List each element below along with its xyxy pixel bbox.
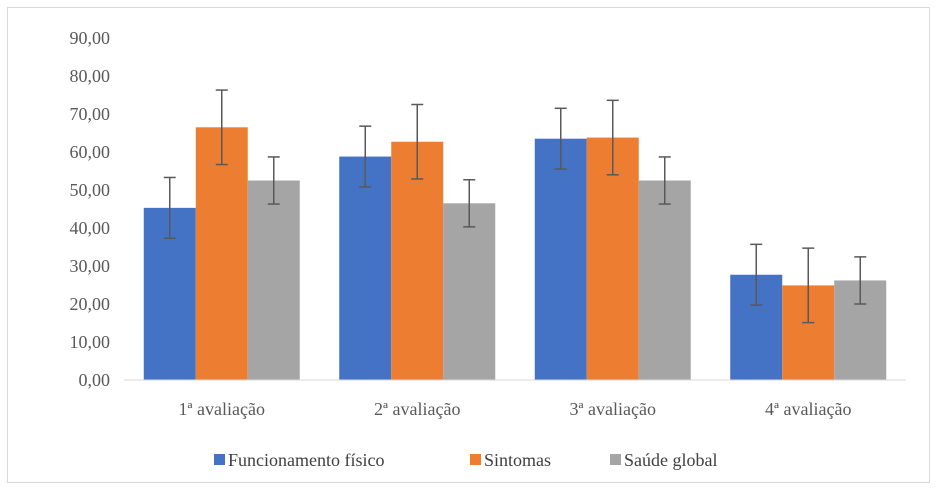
y-tick-label: 10,00: [70, 332, 111, 352]
legend-label: Funcionamento físico: [228, 450, 384, 470]
y-tick-label: 80,00: [70, 66, 111, 86]
legend-swatch: [470, 454, 481, 465]
legend-label: Saúde global: [624, 450, 717, 470]
bar: [534, 138, 587, 380]
y-tick-label: 70,00: [70, 104, 111, 124]
bar: [391, 141, 444, 380]
bar: [339, 156, 392, 380]
x-tick-label: 3ª avaliação: [570, 399, 656, 419]
bars: [143, 127, 887, 380]
y-tick-label: 20,00: [70, 294, 111, 314]
y-tick-label: 60,00: [70, 142, 111, 162]
y-tick-label: 30,00: [70, 256, 111, 276]
bar: [443, 203, 496, 380]
legend-swatch: [214, 454, 225, 465]
y-tick-label: 0,00: [79, 370, 111, 390]
x-axis-ticks: 1ª avaliação 2ª avaliação 3ª avaliação 4ª a…: [179, 399, 852, 419]
legend-label: Sintomas: [484, 450, 551, 470]
bar: [638, 180, 691, 380]
y-axis-ticks: 0,00 10,00 20,00 30,00 40,00 50,00 60,00 70,00 8…: [70, 28, 111, 390]
legend: Funcionamento físico Sintomas Saúde global: [214, 450, 717, 470]
x-tick-label: 1ª avaliação: [179, 399, 265, 419]
y-tick-label: 90,00: [70, 28, 111, 48]
error-bars: [163, 89, 867, 324]
bar: [247, 180, 300, 380]
x-tick-label: 4ª avaliação: [765, 399, 851, 419]
bar: [195, 127, 248, 380]
bar: [586, 137, 639, 380]
x-tick-label: 2ª avaliação: [374, 399, 460, 419]
y-tick-label: 40,00: [70, 218, 111, 238]
legend-swatch: [610, 454, 621, 465]
y-tick-label: 50,00: [70, 180, 111, 200]
